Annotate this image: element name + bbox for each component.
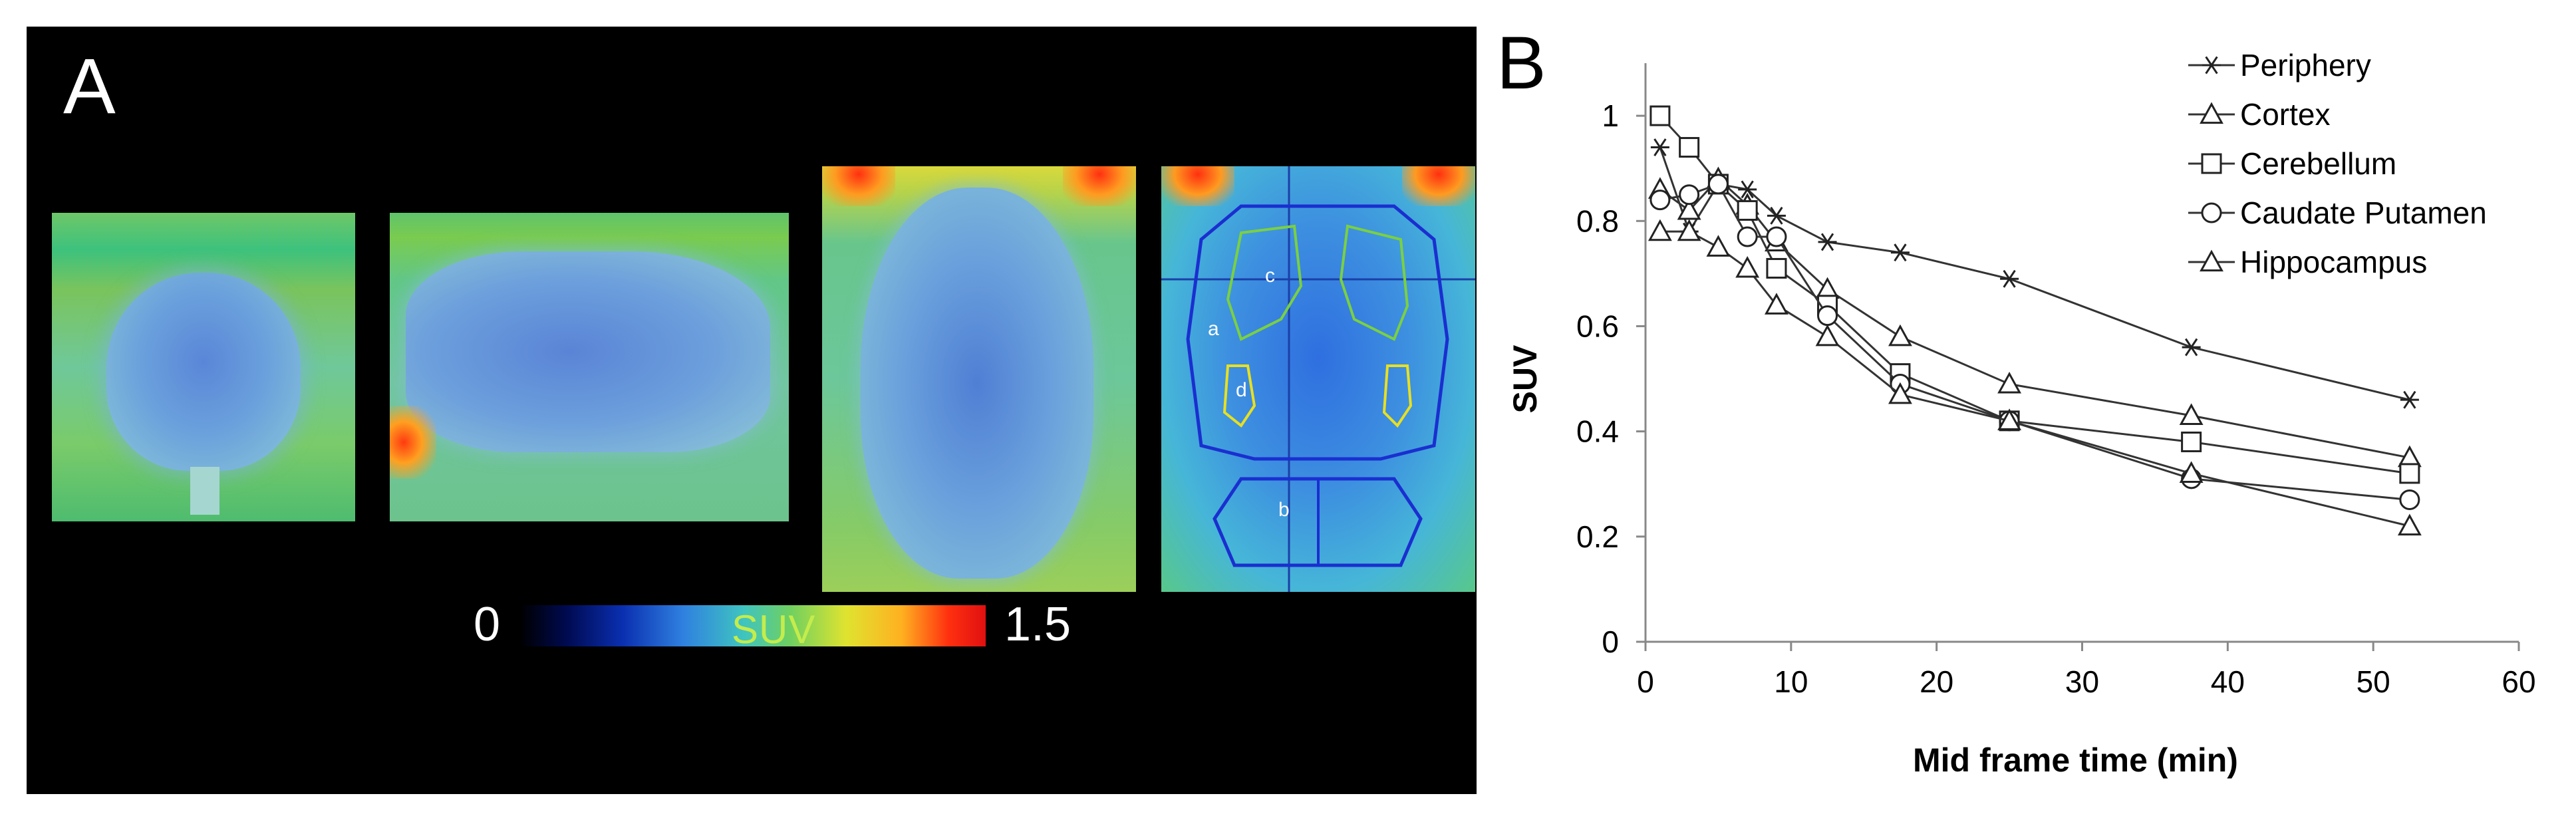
legend-marker: [2201, 202, 2222, 223]
legend-label: Periphery: [2240, 48, 2371, 82]
y-tick-label: 0.8: [1576, 204, 1619, 238]
series-0-point: [1650, 138, 1669, 156]
series-4-point: [1815, 324, 1840, 346]
series-4-point: [1706, 235, 1731, 257]
colorbar-min-label: 0: [474, 598, 501, 651]
series-0-point: [1890, 243, 1910, 262]
series-2-point: [2399, 463, 2420, 484]
pet-image-panel: A c a d b 0 SUV 1.5: [27, 27, 1477, 794]
axial-slice-image: [822, 166, 1136, 592]
y-tick-label: 0: [1602, 624, 1619, 659]
series-0-point: [2400, 390, 2419, 409]
legend-marker: [2200, 249, 2223, 272]
x-tick-label: 20: [1920, 664, 1953, 699]
roi-label-d: d: [1236, 379, 1247, 401]
panel-a-letter: A: [63, 43, 116, 130]
roi-outlines: [1161, 166, 1475, 592]
series-0-point: [1738, 180, 1757, 199]
series-4-point: [1677, 219, 1701, 241]
series-2-point: [1766, 257, 1787, 279]
series-1-point: [1888, 324, 1912, 346]
colorbar-max-label: 1.5: [1004, 598, 1072, 651]
series-0-point: [2182, 338, 2201, 356]
x-tick-label: 0: [1637, 664, 1654, 699]
series-line-0: [1659, 147, 2410, 401]
series-1-point: [2179, 403, 2204, 426]
roi-label-a: a: [1208, 318, 1219, 340]
x-tick-label: 10: [1774, 664, 1808, 699]
x-tick-label: 50: [2357, 664, 2390, 699]
x-tick-label: 30: [2065, 664, 2099, 699]
x-tick-label: 60: [2502, 664, 2535, 699]
legend-marker: [2200, 102, 2223, 124]
suv-colorbar: [520, 605, 986, 646]
roi-label-b: b: [1278, 499, 1290, 521]
colorbar-label: SUV: [732, 607, 816, 652]
series-2-point: [2181, 431, 2202, 452]
y-tick-label: 1: [1602, 98, 1619, 133]
series-3-point: [1679, 184, 1700, 206]
series-3-point: [1766, 226, 1787, 247]
series-4-point: [1765, 293, 1789, 315]
series-4-point: [1735, 255, 1760, 278]
legend-label: Cerebellum: [2240, 146, 2396, 181]
series-line-3: [1659, 183, 2410, 501]
series-0-point: [1767, 206, 1786, 225]
x-axis-label: Mid frame time (min): [1913, 742, 2238, 779]
series-0-point: [2000, 269, 2019, 288]
legend-label: Caudate Putamen: [2240, 196, 2487, 230]
legend-marker: [2202, 56, 2221, 74]
axial-roi-slice-image: c a d b: [1161, 166, 1475, 592]
legend-label: Hippocampus: [2240, 245, 2427, 279]
series-2-point: [1649, 105, 1671, 126]
series-4-point: [2179, 461, 2204, 483]
legend-label: Cortex: [2240, 97, 2330, 132]
y-tick-label: 0.2: [1576, 519, 1619, 554]
series-line-2: [1659, 115, 2410, 475]
series-3-point: [1707, 174, 1729, 195]
series-4-point: [1647, 219, 1672, 241]
series-4-point: [2397, 513, 2422, 536]
series-1-point: [1997, 371, 2022, 394]
series-3-point: [1737, 226, 1758, 247]
y-axis-label: SUV: [1506, 344, 1544, 413]
sagittal-slice-image: [390, 213, 789, 521]
series-0-point: [1818, 233, 1837, 251]
series-4-point: [1997, 408, 2022, 430]
series-3-point: [1817, 305, 1838, 327]
series-3-point: [2399, 489, 2420, 510]
panel-b-letter: B: [1497, 21, 1546, 104]
legend-marker: [2201, 153, 2222, 174]
y-tick-label: 0.4: [1576, 414, 1619, 449]
series-4-point: [1888, 382, 1912, 404]
series-1-point: [1677, 198, 1701, 220]
y-tick-label: 0.6: [1576, 309, 1619, 343]
coronal-slice-image: [52, 213, 355, 521]
series-2-point: [1737, 200, 1758, 221]
roi-label-c: c: [1265, 265, 1275, 287]
x-tick-label: 40: [2211, 664, 2245, 699]
series-line-1: [1659, 177, 2410, 459]
series-2-point: [1679, 137, 1700, 158]
series-line-4: [1659, 230, 2410, 527]
series-3-point: [1649, 190, 1671, 211]
